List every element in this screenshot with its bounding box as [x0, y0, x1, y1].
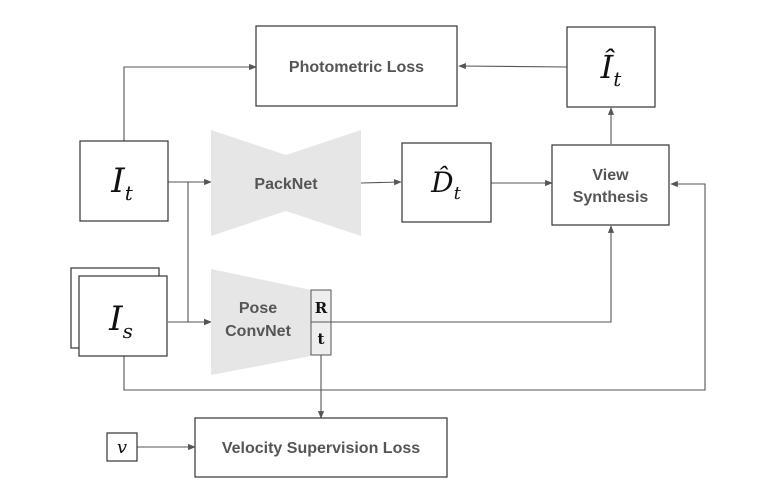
pose-convnet-node: Pose ConvNet	[211, 269, 311, 375]
edge-target-to-pose	[187, 182, 212, 326]
source-image-node: Is	[70, 267, 168, 357]
synth-image-node: Ît	[566, 26, 656, 108]
edge-target-to-photometric	[123, 63, 257, 141]
source-image-label: Is	[108, 299, 133, 343]
view-synthesis-node: View Synthesis	[551, 144, 670, 226]
view-synthesis-label-line2: Synthesis	[573, 189, 649, 206]
edge-packnet-to-depth	[360, 179, 402, 186]
edge-synth-to-photometric	[458, 62, 568, 70]
depth-node: D̂t	[401, 142, 492, 223]
velocity-node: v	[106, 432, 138, 462]
pose-convnet-label-line2: ConvNet	[225, 323, 291, 340]
velocity-loss-label: Velocity Supervision Loss	[222, 440, 420, 457]
velocity-loss-node: Velocity Supervision Loss	[194, 417, 448, 478]
pose-translation-label: t	[318, 330, 325, 348]
photometric-loss-node: Photometric Loss	[255, 25, 458, 107]
edge-pose-to-view	[331, 225, 615, 323]
packnet-hourglass	[211, 130, 361, 236]
pose-convnet-shape	[211, 269, 311, 375]
photometric-loss-label: Photometric Loss	[289, 59, 424, 76]
depth-label: D̂t	[430, 166, 461, 204]
pose-rotation-label: R	[315, 299, 328, 317]
edge-source-to-view	[123, 180, 706, 391]
source-image-stack-front	[78, 275, 168, 357]
synth-image-label: Ît	[600, 48, 623, 91]
view-synthesis-label-line1: View	[592, 167, 629, 184]
packnet-node: PackNet	[211, 130, 361, 236]
pose-convnet-label-line1: Pose	[239, 300, 277, 317]
velocity-label: v	[117, 437, 127, 458]
target-image-label: It	[110, 161, 133, 205]
target-image-node: It	[79, 140, 169, 222]
packnet-label: PackNet	[254, 176, 318, 193]
pose-output-node: R t	[310, 289, 332, 356]
